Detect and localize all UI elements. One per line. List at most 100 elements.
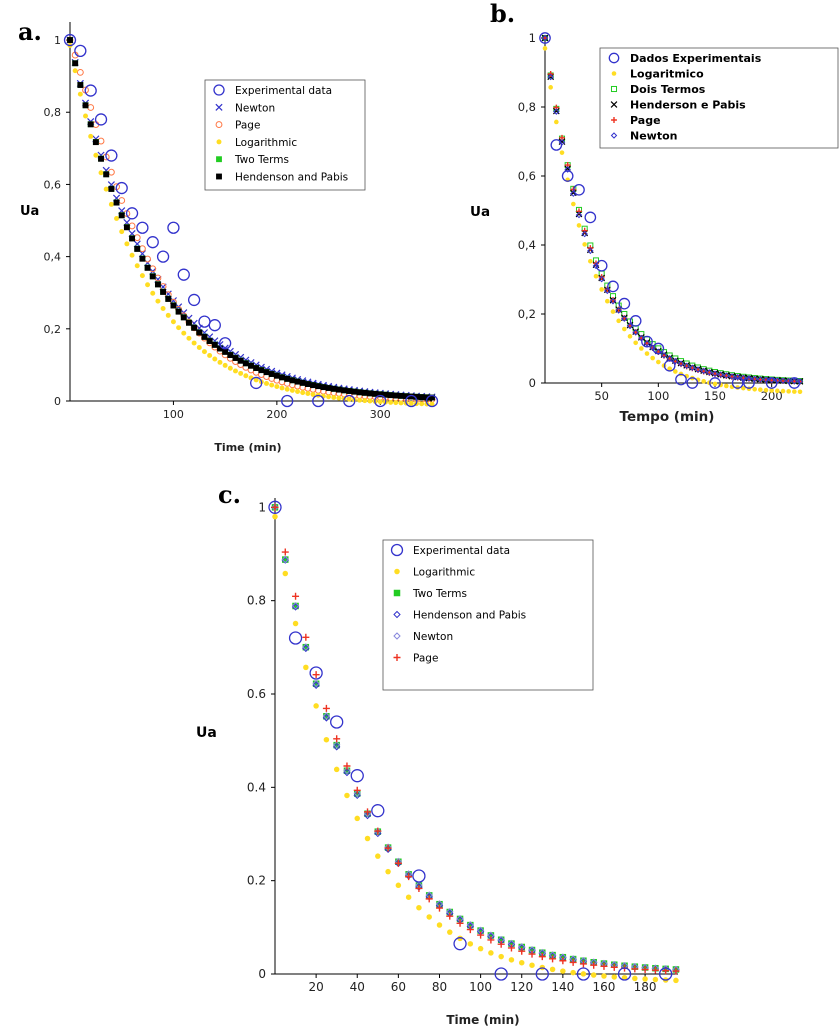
data-point <box>408 393 415 400</box>
data-point <box>374 827 382 835</box>
data-point <box>497 936 505 944</box>
data-point <box>115 181 128 195</box>
data-point <box>683 362 690 370</box>
data-point <box>792 389 797 394</box>
legend-marker <box>608 52 620 64</box>
data-point <box>581 230 588 238</box>
data-point <box>498 953 504 960</box>
data-point <box>494 967 508 981</box>
data-point <box>271 503 279 511</box>
data-point <box>83 113 88 119</box>
data-point <box>639 346 644 351</box>
data-point <box>425 895 433 903</box>
data-point <box>361 389 368 396</box>
legend-marker <box>610 101 618 108</box>
data-point <box>343 766 351 775</box>
data-point <box>170 302 177 309</box>
data-point <box>284 386 290 392</box>
data-point <box>775 388 780 394</box>
data-point <box>237 357 244 364</box>
data-point <box>672 357 679 365</box>
data-point <box>150 290 156 296</box>
y-axis-label: Ua <box>196 725 217 741</box>
data-point <box>208 319 221 332</box>
data-point <box>416 904 422 911</box>
data-point <box>436 900 443 908</box>
data-point <box>165 296 172 302</box>
data-point <box>310 391 316 397</box>
data-point <box>466 926 474 934</box>
data-point <box>395 882 402 889</box>
data-point <box>144 255 151 263</box>
data-point <box>660 352 668 359</box>
data-point <box>610 963 618 971</box>
legend-marker <box>610 132 618 139</box>
data-point <box>644 351 650 356</box>
data-point <box>686 377 699 389</box>
data-point <box>336 395 342 401</box>
data-point <box>304 381 311 387</box>
data-point <box>333 735 341 743</box>
data-point <box>128 222 136 230</box>
data-point <box>587 247 594 255</box>
data-point <box>717 371 724 378</box>
data-point <box>659 967 673 981</box>
y-tick-label: 0,6 <box>518 169 536 183</box>
data-point <box>435 904 443 912</box>
data-point <box>105 149 118 162</box>
x-axis-label: Time (min) <box>446 1013 519 1027</box>
data-point <box>353 789 361 797</box>
x-tick-label: 100 <box>469 980 492 994</box>
data-point <box>616 318 621 324</box>
data-point <box>712 381 718 387</box>
y-tick-label: 1 <box>54 34 61 47</box>
data-point <box>322 712 331 720</box>
data-point <box>453 937 467 951</box>
x-tick-label: 160 <box>593 980 616 994</box>
data-point <box>403 393 410 400</box>
series-experimental-data <box>268 500 673 981</box>
data-point <box>222 362 228 368</box>
data-point <box>405 394 418 408</box>
data-point <box>694 366 702 373</box>
data-point <box>723 372 730 379</box>
data-point <box>385 868 391 875</box>
data-point <box>227 365 233 371</box>
legend-marker <box>213 84 225 96</box>
data-point <box>673 369 678 374</box>
x-tick-label: 200 <box>266 408 287 421</box>
data-point <box>375 853 381 859</box>
data-point <box>456 919 464 927</box>
data-point <box>539 32 551 44</box>
data-point <box>642 976 648 982</box>
data-point <box>552 107 560 115</box>
y-axis-label: Ua <box>20 204 39 219</box>
data-point <box>114 215 120 221</box>
x-tick-label: 100 <box>163 408 184 421</box>
data-point <box>186 319 192 326</box>
data-point <box>706 369 713 376</box>
data-point <box>652 342 665 355</box>
data-point <box>343 767 351 775</box>
data-point <box>242 360 249 367</box>
data-point <box>187 293 201 307</box>
data-point <box>374 394 387 408</box>
data-point <box>331 394 337 400</box>
data-point <box>763 387 769 393</box>
data-point <box>312 671 320 679</box>
data-point <box>346 388 353 394</box>
data-point <box>553 108 560 115</box>
data-point <box>196 345 202 350</box>
data-point <box>779 377 787 384</box>
data-point <box>549 951 556 959</box>
data-point <box>377 399 383 405</box>
data-point <box>367 390 373 397</box>
data-point <box>598 275 605 283</box>
data-point <box>611 974 618 980</box>
x-axis-label: Tempo (min) <box>620 409 715 425</box>
data-point <box>371 804 385 818</box>
data-point <box>528 946 536 954</box>
data-point <box>769 388 774 393</box>
legend-label: Page <box>235 120 260 132</box>
